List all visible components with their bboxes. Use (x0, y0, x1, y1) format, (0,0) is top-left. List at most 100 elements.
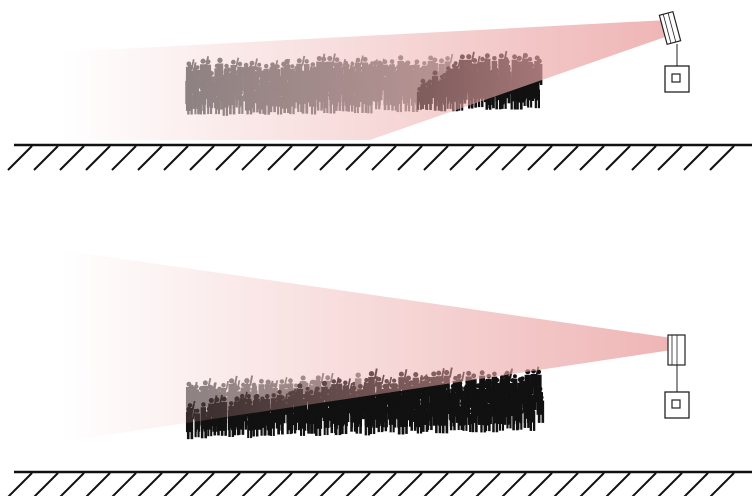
hatch-line (709, 145, 735, 171)
hatch-line (527, 145, 553, 171)
person-figure (484, 404, 491, 432)
hatch-line (33, 472, 59, 496)
person-figure (389, 407, 398, 433)
ground-hatch-icon (7, 145, 735, 171)
hatch-line (241, 145, 267, 171)
hatch-line (397, 472, 423, 496)
hatch-line (7, 145, 33, 171)
person-figure (534, 84, 541, 109)
speaker-icon (658, 10, 682, 46)
hatch-line (605, 472, 631, 496)
hatch-line (605, 145, 631, 171)
hatch-line (709, 472, 735, 496)
panel-top (7, 10, 752, 171)
hatch-line (319, 145, 345, 171)
person-figure (269, 414, 275, 436)
hatch-line (7, 472, 33, 496)
hatch-line (137, 472, 163, 496)
hatch-line (475, 145, 501, 171)
person-figure (529, 405, 536, 431)
panel-bottom (7, 250, 752, 496)
hatch-line (319, 472, 345, 496)
hatch-line (683, 472, 709, 496)
person-figure (334, 405, 342, 436)
hatch-line (345, 472, 371, 496)
hatch-line (631, 472, 657, 496)
hatch-line (657, 472, 683, 496)
hatch-line (423, 472, 449, 496)
beam-top (60, 20, 668, 140)
person-figure (471, 402, 481, 433)
hatch-line (267, 472, 293, 496)
hatch-line (189, 472, 215, 496)
person-figure (370, 410, 376, 435)
person-figure (426, 402, 433, 431)
person-figure (355, 402, 365, 434)
person-figure (537, 394, 545, 423)
hatch-line (163, 472, 189, 496)
ground-bottom (7, 470, 752, 496)
person-figure (492, 403, 502, 433)
person-figure (462, 408, 468, 431)
person-figure (341, 406, 348, 435)
hatch-line (371, 472, 397, 496)
hatch-line (189, 145, 215, 171)
person-figure (350, 404, 357, 432)
person-figure (300, 411, 308, 436)
hatch-line (293, 145, 319, 171)
hatch-line (345, 145, 371, 171)
person-figure (512, 402, 519, 431)
hatch-line (527, 472, 553, 496)
person-figure (498, 408, 505, 431)
hatch-line (683, 145, 709, 171)
hatch-line (215, 472, 241, 496)
beam-bottom (60, 250, 672, 442)
hatch-line (59, 472, 85, 496)
hatch-line (501, 472, 527, 496)
hatch-line (579, 472, 605, 496)
hatch-line (59, 145, 85, 171)
hatch-line (449, 472, 475, 496)
hatch-line (111, 472, 137, 496)
person-figure (517, 404, 526, 430)
hatch-line (449, 145, 475, 171)
hatch-line (553, 145, 579, 171)
hatch-line (267, 145, 293, 171)
amplifier-icon (664, 65, 690, 93)
hatch-line (657, 145, 683, 171)
person-figure (441, 404, 449, 434)
person-figure (315, 406, 325, 436)
person-figure (506, 405, 512, 429)
hatch-line (33, 145, 59, 171)
amplifier-icon (664, 391, 690, 419)
hatch-line (423, 145, 449, 171)
hatch-line (397, 145, 423, 171)
person-figure (435, 406, 442, 434)
hatch-line (631, 145, 657, 171)
hatch-line (241, 472, 267, 496)
ground-hatch-icon (7, 472, 735, 496)
person-figure (527, 85, 533, 108)
ground-top (7, 143, 752, 171)
person-figure (290, 408, 297, 434)
person-figure (410, 402, 420, 431)
hatch-line (553, 472, 579, 496)
hatch-line (579, 145, 605, 171)
hatch-line (501, 145, 527, 171)
person-figure (401, 406, 408, 434)
person-figure (364, 411, 371, 436)
hatch-line (85, 472, 111, 496)
hatch-line (293, 472, 319, 496)
hatch-line (111, 145, 137, 171)
person-figure (247, 415, 253, 439)
person-figure (416, 409, 423, 434)
person-figure (523, 398, 533, 428)
hatch-line (137, 145, 163, 171)
hatch-line (475, 472, 501, 496)
hatch-line (371, 145, 397, 171)
person-figure (381, 402, 390, 432)
hatch-line (85, 145, 111, 171)
hatch-line (163, 145, 189, 171)
